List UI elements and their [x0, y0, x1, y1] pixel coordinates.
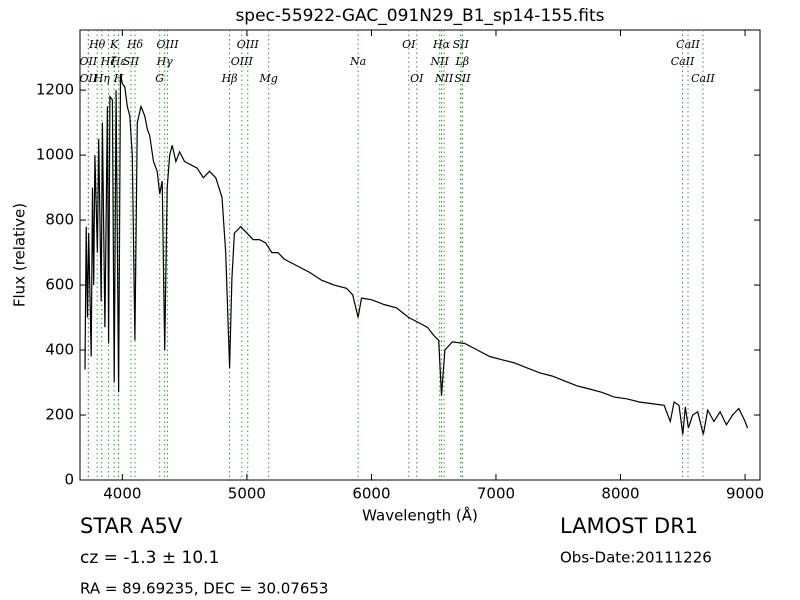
- x-tick-label: 7000: [477, 485, 515, 503]
- spectral-line-label: NII: [434, 72, 454, 85]
- x-tick-label: 9000: [726, 485, 764, 503]
- x-axis-label: Wavelength (Å): [362, 506, 478, 525]
- spectral-line-label: K: [109, 38, 119, 51]
- spectral-line-label: Hβ: [221, 72, 238, 85]
- obs-date: Obs-Date:20111226: [560, 549, 712, 567]
- y-tick-label: 400: [45, 341, 74, 359]
- spectral-line-label: Na: [349, 55, 366, 68]
- spectral-line-label: CaII: [691, 72, 715, 85]
- y-tick-label: 800: [45, 211, 74, 229]
- spectral-line-label: Hδ: [126, 38, 144, 51]
- x-tick-label: 5000: [228, 485, 266, 503]
- y-axis-label: Flux (relative): [11, 203, 29, 307]
- y-tick-label: 1000: [36, 146, 74, 164]
- spectral-line-label: Hζ: [100, 55, 118, 68]
- spectral-line-label: OI: [402, 38, 416, 51]
- spectral-line-label: Hθ: [88, 38, 106, 51]
- y-tick-label: 0: [64, 471, 74, 489]
- spectral-line-label: SII: [453, 38, 470, 51]
- spectral-line-label: SII: [454, 72, 471, 85]
- spectral-line-label: Hα: [432, 38, 451, 51]
- chart-title: spec-55922-GAC_091N29_B1_sp14-155.fits: [235, 6, 604, 26]
- spectral-line-label: Hη: [93, 72, 111, 85]
- spectral-line-label: G: [155, 72, 164, 85]
- spectral-line-label: SII: [123, 55, 140, 68]
- survey: LAMOST DR1: [560, 514, 698, 538]
- x-tick-label: 6000: [352, 485, 390, 503]
- spectral-line-label: Hγ: [156, 55, 174, 68]
- y-tick-label: 600: [45, 276, 74, 294]
- spectral-line-label: Mg: [259, 72, 278, 85]
- x-tick-label: 8000: [601, 485, 639, 503]
- spectral-line-label: Lβ: [455, 55, 470, 68]
- spectral-line-label: CaII: [671, 55, 695, 68]
- y-tick-label: 1200: [36, 81, 74, 99]
- spectrum: [84, 73, 749, 435]
- spectral-line-label: CaII: [676, 38, 700, 51]
- plot-frame: [79, 29, 761, 481]
- star-type: STAR A5V: [80, 514, 183, 538]
- spectral-line-label: OIII: [237, 38, 260, 51]
- spectral-line-label: NII: [430, 55, 450, 68]
- spectral-line-label: OI: [410, 72, 424, 85]
- x-tick-label: 4000: [103, 485, 141, 503]
- spectral-line-label: OIII: [231, 55, 254, 68]
- coordinates: RA = 89.69235, DEC = 30.07653: [80, 580, 328, 598]
- cz: cz = -1.3 ± 10.1: [80, 548, 219, 568]
- spectral-line-label: OIII: [157, 38, 180, 51]
- y-tick-label: 200: [45, 406, 74, 424]
- spectral-line-label: OII: [79, 72, 97, 85]
- spectral-line-label: H: [113, 72, 124, 85]
